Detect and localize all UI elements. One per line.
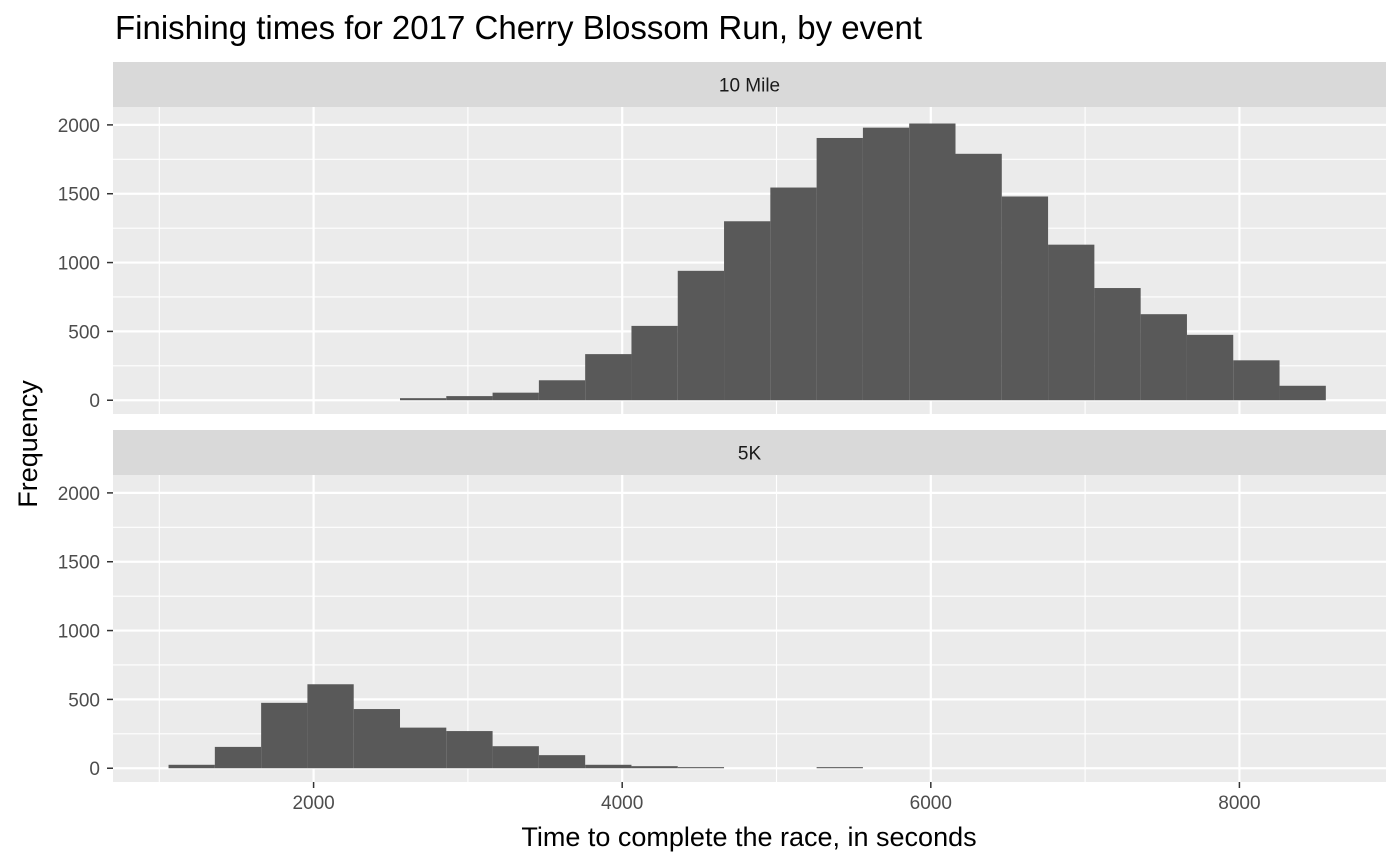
histogram-bar xyxy=(538,755,586,769)
histogram-bar xyxy=(585,354,632,401)
histogram-bar xyxy=(400,398,447,401)
facet-panel: 10 Mile 0 500 1000 1500 2000 xyxy=(58,62,1386,414)
histogram-bar xyxy=(446,731,493,769)
histogram-bar xyxy=(816,767,863,769)
histogram-bar xyxy=(307,684,354,769)
histogram-bar xyxy=(770,187,817,401)
histogram-bar xyxy=(1094,288,1141,401)
x-tick-label: 6000 xyxy=(910,793,952,814)
histogram-bar xyxy=(585,764,632,769)
histogram-bar xyxy=(677,270,725,401)
histogram-bar xyxy=(862,127,910,401)
facet-strip xyxy=(113,62,1386,107)
histogram-bar xyxy=(492,746,539,769)
histogram-bar xyxy=(353,709,401,769)
chart-title: Finishing times for 2017 Cherry Blossom … xyxy=(115,9,922,46)
histogram-bar xyxy=(631,325,678,401)
histogram-bar xyxy=(1001,196,1049,401)
histogram-bar xyxy=(816,137,863,401)
histogram-bar xyxy=(1140,314,1187,401)
y-tick-label: 0 xyxy=(89,759,100,780)
histogram-bar xyxy=(214,746,262,769)
x-tick-label: 4000 xyxy=(601,793,643,814)
histogram-bar xyxy=(909,123,956,401)
histogram-bar xyxy=(538,380,586,401)
y-tick-label: 1500 xyxy=(58,553,100,574)
y-tick-label: 1000 xyxy=(58,254,100,275)
y-axis-title: Frequency xyxy=(13,380,43,508)
facet-panels: 10 Mile 0 500 1000 1500 2000 5K 0 500 1000 1500 200… xyxy=(58,62,1386,782)
y-tick-label: 500 xyxy=(68,690,100,711)
x-axis-title: Time to complete the race, in seconds xyxy=(521,822,976,852)
histogram-bar xyxy=(677,767,725,769)
histogram-bar xyxy=(1279,385,1326,401)
y-tick-label: 500 xyxy=(68,322,100,343)
y-tick-label: 2000 xyxy=(58,116,100,137)
histogram-bar xyxy=(955,153,1002,401)
facet-strip-label: 5K xyxy=(738,444,762,465)
histogram-bar xyxy=(724,221,771,401)
y-tick-label: 1000 xyxy=(58,622,100,643)
facet-panel: 5K 0 500 1000 1500 2000 xyxy=(58,430,1386,782)
histogram-bar xyxy=(1186,334,1234,401)
facet-strip xyxy=(113,430,1386,475)
histogram-bar xyxy=(631,766,678,769)
histogram-bar xyxy=(168,764,215,769)
x-tick-label: 8000 xyxy=(1218,793,1260,814)
x-axis: 2000 4000 6000 8000 xyxy=(292,782,1261,814)
histogram-bar xyxy=(492,392,539,401)
facet-strip-label: 10 Mile xyxy=(719,76,780,97)
histogram-bar xyxy=(261,702,308,769)
y-tick-label: 0 xyxy=(89,391,100,412)
histogram-bar xyxy=(1048,244,1095,401)
histogram-bar xyxy=(400,727,447,769)
histogram-bar xyxy=(1233,360,1280,401)
x-tick-label: 2000 xyxy=(292,793,334,814)
y-tick-label: 1500 xyxy=(58,185,100,206)
y-tick-label: 2000 xyxy=(58,484,100,505)
histogram-bar xyxy=(446,396,493,401)
